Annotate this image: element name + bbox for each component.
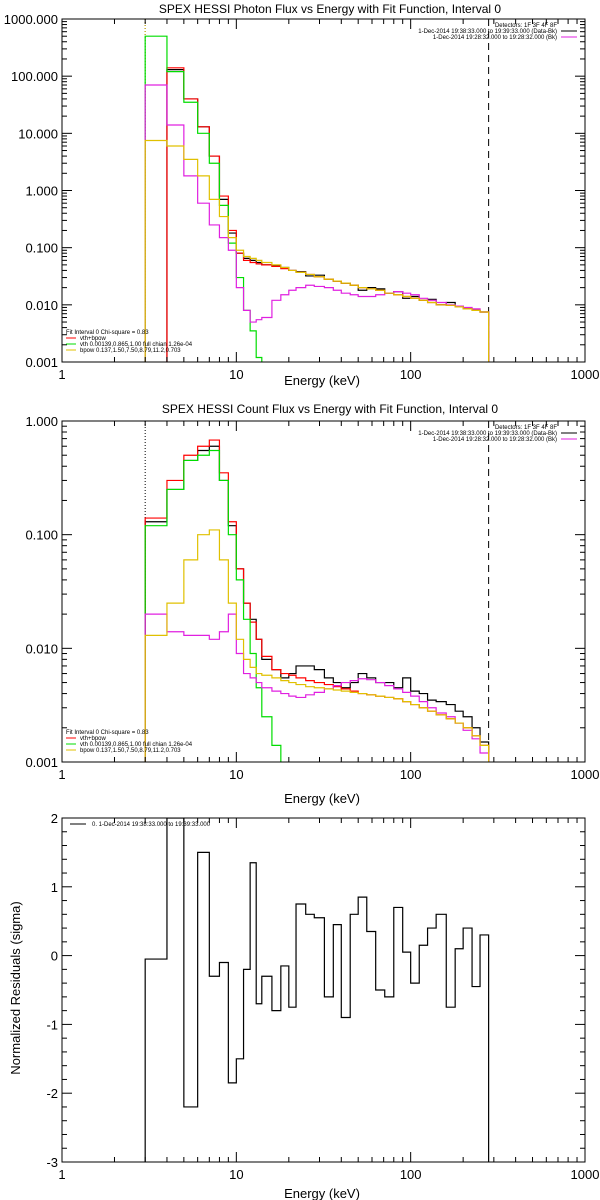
photon-flux-xlabel: Energy (keV) — [284, 373, 360, 388]
y-tick-label: 0.100 — [25, 528, 58, 543]
x-tick-label: 1000 — [571, 1167, 600, 1182]
x-tick-label: 1000 — [571, 767, 600, 782]
axes-frame — [61, 817, 586, 1163]
legend-bottom-entry: vth+bpow — [80, 336, 107, 342]
y-tick-label: 1.000 — [25, 414, 58, 429]
photon-flux-panel: SPEX HESSI Photon Flux vs Energy with Fi… — [4, 2, 600, 388]
axes-frame — [61, 18, 586, 363]
legend-top-entry: 0. 1-Dec-2014 19:38:33.000 to 19:39:33.0… — [92, 822, 211, 828]
y-tick-label: 2 — [51, 811, 58, 826]
x-tick-label: 10 — [229, 767, 243, 782]
count-flux-xlabel: Energy (keV) — [284, 791, 360, 806]
y-tick-label: 1.000 — [25, 184, 58, 199]
x-tick-label: 10 — [229, 1167, 243, 1182]
residuals-ylabel: Normalized Residuals (sigma) — [8, 901, 23, 1074]
legend-top-entry: Detectors: 1F 3F 4F 8F — [495, 23, 557, 29]
x-tick-label: 100 — [400, 367, 422, 382]
photon-flux-title: SPEX HESSI Photon Flux vs Energy with Fi… — [159, 2, 501, 16]
count-flux-panel: SPEX HESSI Count Flux vs Energy with Fit… — [25, 402, 599, 806]
legend-top-entry: 1-Dec-2014 19:38:33.000 to 19:39:33.000 … — [418, 29, 557, 35]
x-tick-label: 10 — [229, 367, 243, 382]
series-1-histogram — [144, 439, 490, 762]
x-tick-label: 1 — [58, 367, 65, 382]
legend-bottom-entry: vth 0.00139,0.865,1.00 full chian 1.26e-… — [80, 342, 193, 348]
series-2-histogram — [144, 35, 263, 362]
legend-top-entry: 1-Dec-2014 19:28:32.000 to 19:28:32.000 … — [433, 437, 557, 443]
axes-frame — [61, 420, 586, 763]
x-tick-label: 1 — [58, 767, 65, 782]
residuals-panel: Energy (keV) Normalized Residuals (sigma… — [8, 811, 599, 1200]
plot-area — [144, 19, 490, 362]
y-tick-label: 10.000 — [18, 126, 58, 141]
series-0-histogram — [144, 818, 490, 1162]
y-tick-label: 0.010 — [25, 298, 58, 313]
series-4-histogram — [144, 529, 490, 762]
series-3-histogram — [144, 84, 490, 362]
y-tick-label: 0 — [51, 949, 58, 964]
y-tick-label: -2 — [46, 1086, 58, 1101]
x-tick-label: 100 — [400, 767, 422, 782]
count-flux-title: SPEX HESSI Count Flux vs Energy with Fit… — [162, 402, 498, 416]
series-2-histogram — [144, 449, 282, 762]
y-tick-label: -1 — [46, 1017, 58, 1032]
y-tick-label: 0.010 — [25, 641, 58, 656]
legend-top-entry: Detectors: 1F 3F 4F 8F — [495, 425, 557, 431]
legend-bottom-entry: Fit Interval 0 Chi-square = 0.83 — [66, 330, 149, 336]
legend-top-entry: 1-Dec-2014 19:38:33.000 to 19:39:33.000 … — [418, 431, 557, 437]
series-4-histogram — [144, 139, 490, 362]
x-tick-label: 1000 — [571, 367, 600, 382]
plot-area — [144, 818, 490, 1162]
y-tick-label: -3 — [46, 1155, 58, 1170]
y-tick-label: 0.001 — [25, 755, 58, 770]
y-tick-label: 0.100 — [25, 241, 58, 256]
legend-bottom-entry: vth+bpow — [80, 736, 107, 742]
legend-top-entry: 1-Dec-2014 19:28:32.000 to 19:28:32.000 … — [433, 35, 557, 41]
legend-bottom-entry: Fit Interval 0 Chi-square = 0.83 — [66, 730, 149, 736]
y-tick-label: 100.000 — [11, 69, 58, 84]
legend-bottom-entry: bpow 0.137,1.50,7.50,8.79,11.2,0.703 — [80, 748, 181, 754]
y-tick-label: 1000.000 — [4, 12, 58, 27]
x-tick-label: 1 — [58, 1167, 65, 1182]
y-tick-label: 1 — [51, 880, 58, 895]
plot-area — [144, 421, 490, 762]
series-1-histogram — [166, 67, 490, 362]
y-tick-label: 0.001 — [25, 355, 58, 370]
series-0-histogram — [166, 69, 490, 362]
legend-bottom-entry: vth 0.00139,0.865,1.00 full chian 1.26e-… — [80, 742, 193, 748]
legend-bottom-entry: bpow 0.137,1.50,7.50,8.79,11.2,0.703 — [80, 348, 181, 354]
residuals-xlabel: Energy (keV) — [284, 1186, 360, 1200]
x-tick-label: 100 — [400, 1167, 422, 1182]
